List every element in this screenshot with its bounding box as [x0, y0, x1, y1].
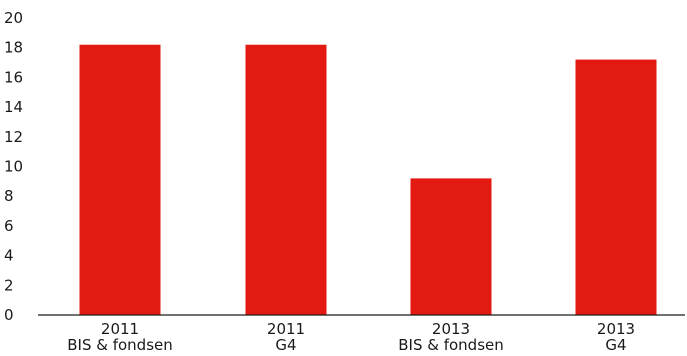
x-tick-label-group: BIS & fondsen — [67, 336, 173, 354]
x-tick-label-year: 2011 — [101, 320, 139, 338]
bar — [575, 59, 657, 315]
y-tick-label: 14 — [4, 98, 23, 116]
y-tick-label: 8 — [4, 187, 14, 205]
y-tick-label: 20 — [4, 9, 23, 27]
bar — [79, 44, 161, 315]
y-tick-label: 6 — [4, 217, 14, 235]
bars — [79, 44, 657, 315]
y-tick-label: 12 — [4, 128, 23, 146]
y-tick-label: 16 — [4, 68, 23, 86]
y-tick-label: 4 — [4, 247, 14, 265]
x-tick-label-group: BIS & fondsen — [398, 336, 504, 354]
y-tick-label: 18 — [4, 39, 23, 57]
x-tick-label-year: 2013 — [597, 320, 635, 338]
x-tick-label-group: G4 — [275, 336, 296, 354]
y-tick-label: 10 — [4, 158, 23, 176]
x-tick-label-group: G4 — [605, 336, 626, 354]
y-axis-ticks: 0 2 4 6 8 10 12 14 16 18 20 — [4, 9, 23, 324]
bar — [410, 178, 492, 315]
y-tick-label: 0 — [4, 306, 14, 324]
x-tick-label-year: 2011 — [267, 320, 305, 338]
y-tick-label: 2 — [4, 276, 14, 294]
bar — [245, 44, 327, 315]
x-tick-label-year: 2013 — [432, 320, 470, 338]
